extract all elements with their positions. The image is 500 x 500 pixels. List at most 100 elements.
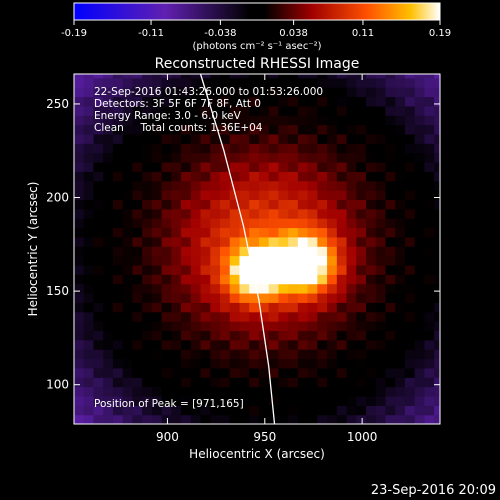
- heatmap-cell: [258, 405, 270, 416]
- heatmap-cell: [161, 74, 172, 79]
- heatmap-cell: [346, 124, 357, 135]
- heatmap-cell: [268, 227, 280, 238]
- heatmap-cell: [307, 190, 318, 201]
- heatmap-cell: [307, 236, 318, 247]
- heatmap-cell: [346, 143, 357, 154]
- heatmap-cell: [268, 302, 280, 313]
- heatmap-cell: [297, 208, 309, 219]
- heatmap-cell: [317, 180, 328, 191]
- heatmap-cell: [229, 367, 241, 378]
- heatmap-cell: [93, 218, 104, 229]
- heatmap-cell: [103, 302, 114, 313]
- heatmap-cell: [103, 161, 114, 172]
- heatmap-cell: [297, 87, 309, 98]
- heatmap-cell: [210, 283, 221, 294]
- heatmap-cell: [395, 190, 406, 201]
- heatmap-cell: [356, 133, 367, 144]
- y-tick-label: 150: [46, 284, 69, 298]
- heatmap-cell: [161, 190, 172, 201]
- heatmap-cell: [434, 161, 440, 172]
- heatmap-cell: [268, 124, 280, 135]
- heatmap-cell: [395, 302, 406, 313]
- heatmap-cell: [122, 218, 134, 229]
- heatmap-cell: [93, 367, 104, 378]
- heatmap-cell: [220, 236, 231, 247]
- heatmap-cell: [288, 227, 299, 238]
- heatmap-cell: [200, 74, 211, 79]
- heatmap-cell: [132, 321, 143, 332]
- heatmap-cell: [161, 208, 172, 219]
- heatmap-cell: [366, 115, 377, 126]
- heatmap-cell: [210, 152, 221, 163]
- heatmap-cell: [404, 152, 416, 163]
- heatmap-cell: [161, 180, 172, 191]
- heatmap-cell: [74, 74, 85, 79]
- heatmap-cell: [404, 367, 416, 378]
- heatmap-cell: [366, 199, 377, 210]
- heatmap-cell: [385, 292, 396, 303]
- solar-limb-line: [199, 74, 276, 424]
- heatmap-cell: [424, 115, 435, 126]
- heatmap-cell: [288, 77, 299, 88]
- heatmap-cell: [424, 349, 435, 360]
- annotation-clean-counts: Clean Total counts: 1.36E+04: [94, 122, 263, 134]
- heatmap-cell: [210, 105, 221, 116]
- heatmap-cell: [220, 330, 231, 341]
- heatmap-cell: [434, 386, 440, 397]
- heatmap-cell: [171, 367, 182, 378]
- heatmap-cell: [356, 180, 367, 191]
- heatmap-cell: [375, 349, 387, 360]
- heatmap-cell: [366, 143, 377, 154]
- heatmap-cell: [190, 218, 202, 229]
- heatmap-cell: [151, 161, 163, 172]
- heatmap-cell: [142, 143, 153, 154]
- heatmap-cell: [336, 74, 348, 79]
- heatmap-cell: [132, 218, 143, 229]
- heatmap-cell: [229, 339, 241, 350]
- heatmap-cell: [356, 377, 367, 388]
- heatmap-cell: [210, 227, 221, 238]
- heatmap-cell: [268, 330, 280, 341]
- heatmap-cell: [93, 133, 104, 144]
- heatmap-cell: [375, 143, 387, 154]
- heatmap-cell: [424, 358, 435, 369]
- heatmap-cell: [249, 77, 260, 88]
- heatmap-cell: [239, 339, 250, 350]
- heatmap-cell: [317, 208, 328, 219]
- heatmap-cell: [346, 414, 357, 424]
- heatmap-cell: [132, 274, 143, 285]
- heatmap-cell: [171, 405, 182, 416]
- heatmap-cell: [268, 105, 280, 116]
- heatmap-cell: [122, 283, 134, 294]
- heatmap-cell: [268, 377, 280, 388]
- heatmap-cell: [122, 124, 134, 135]
- heatmap-cell: [356, 311, 367, 322]
- heatmap-cell: [424, 292, 435, 303]
- heatmap-cell: [268, 161, 280, 172]
- heatmap-cell: [297, 349, 309, 360]
- heatmap-cell: [434, 367, 440, 378]
- heatmap-cell: [122, 367, 134, 378]
- heatmap-cell: [83, 152, 95, 163]
- heatmap-cell: [297, 115, 309, 126]
- heatmap-cell: [249, 208, 260, 219]
- heatmap-cell: [142, 395, 153, 406]
- heatmap-cell: [404, 330, 416, 341]
- heatmap-cell: [181, 87, 192, 98]
- heatmap-cell: [414, 218, 426, 229]
- heatmap-cell: [268, 395, 280, 406]
- heatmap-cell: [171, 152, 182, 163]
- heatmap-cell: [239, 386, 250, 397]
- heatmap-cell: [366, 311, 377, 322]
- heatmap-cell: [112, 274, 124, 285]
- heatmap-cell: [171, 115, 182, 126]
- heatmap-cell: [229, 180, 241, 191]
- heatmap-cell: [356, 190, 367, 201]
- chart-title: Reconstructed RHESSI Image: [155, 56, 360, 72]
- heatmap-cell: [74, 358, 85, 369]
- heatmap-cell: [327, 377, 338, 388]
- heatmap-cell: [327, 124, 338, 135]
- heatmap-cell: [171, 208, 182, 219]
- heatmap-cell: [375, 161, 387, 172]
